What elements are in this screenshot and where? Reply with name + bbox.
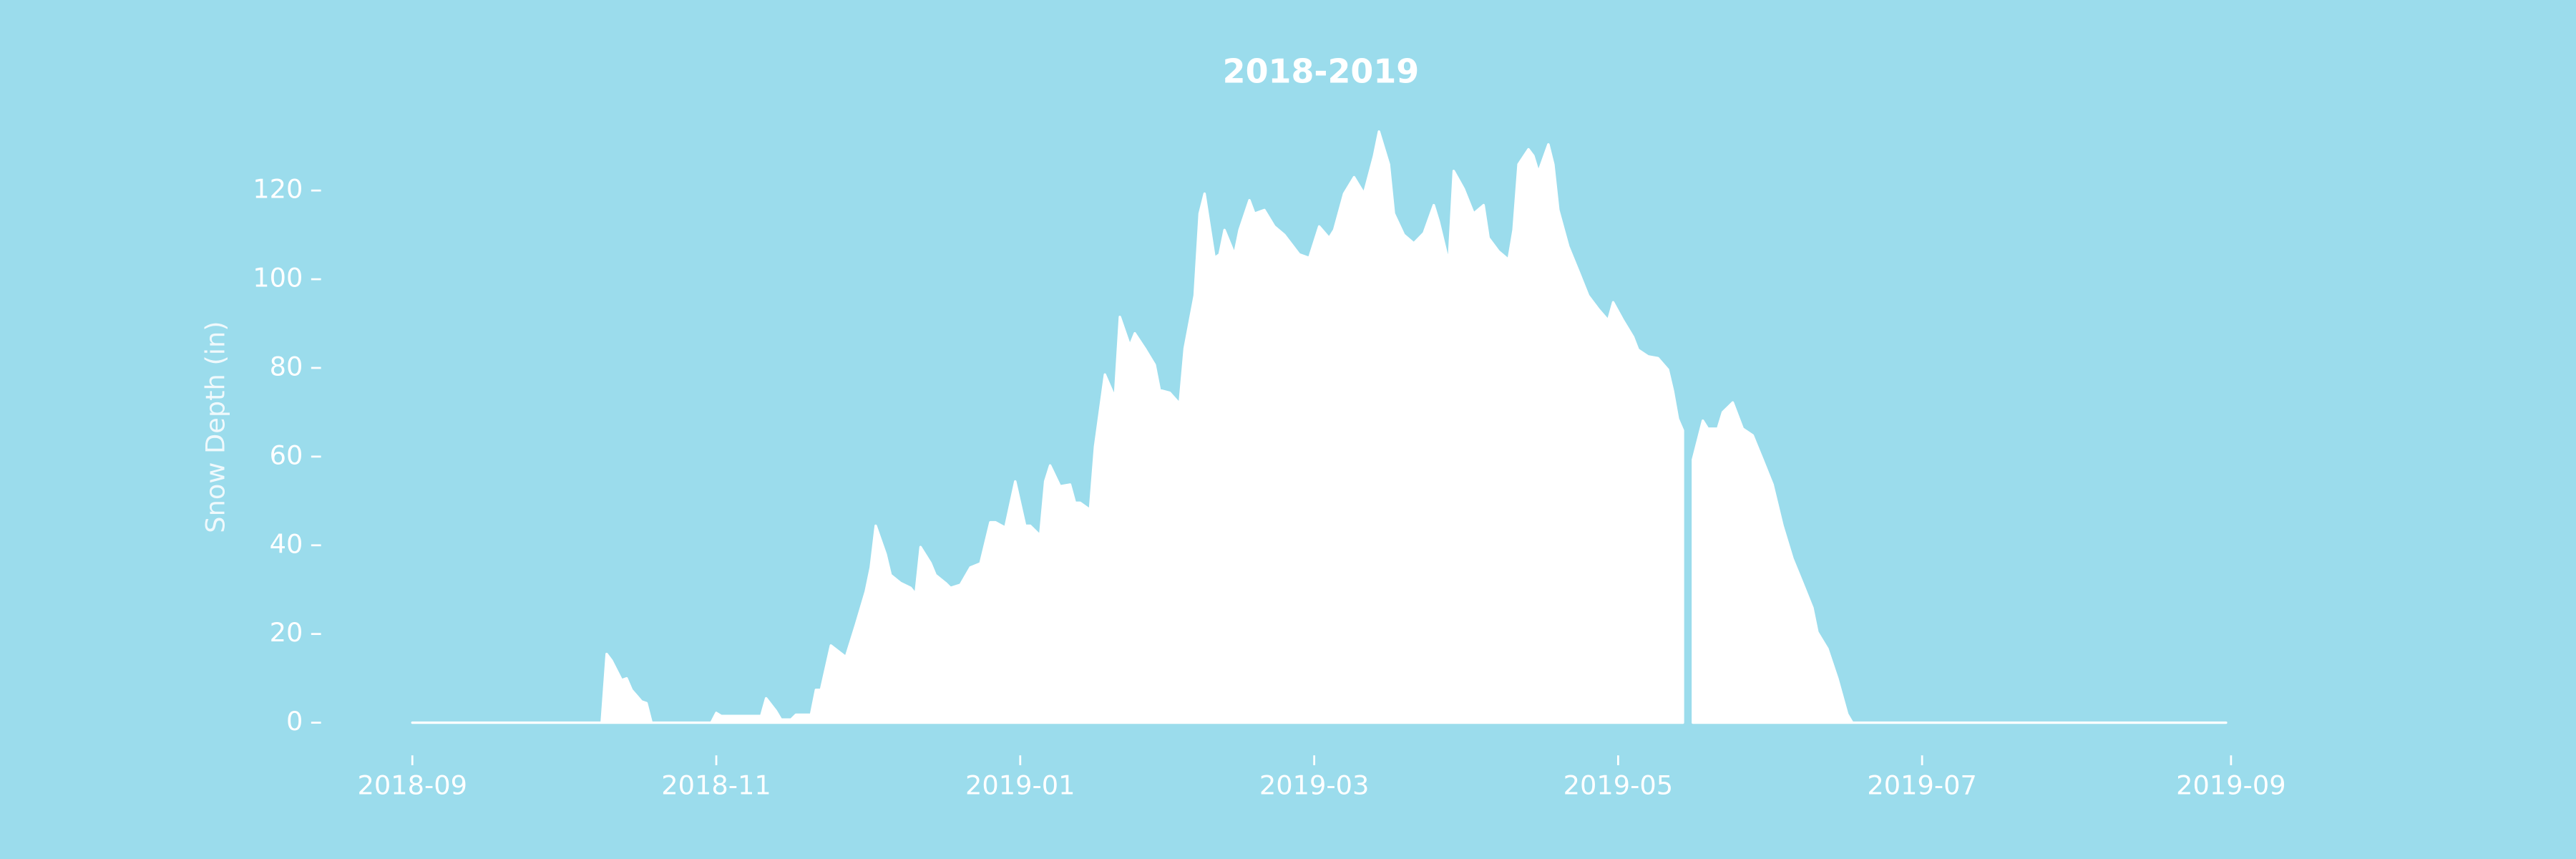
- x-tick-label: 2019-09: [2176, 770, 2285, 800]
- chart-title: 2018-2019: [1223, 52, 1420, 91]
- x-tick-label: 2019-03: [1259, 770, 1369, 800]
- y-tick-label: 80: [270, 351, 303, 382]
- y-tick-label: 20: [270, 617, 303, 648]
- y-axis-label: Snow Depth (in): [200, 321, 231, 533]
- y-tick-label: 60: [270, 440, 303, 470]
- snow-depth-area: [411, 130, 1684, 724]
- y-tick-label: 40: [270, 528, 303, 559]
- y-tick-label: 0: [286, 706, 303, 737]
- x-tick-label: 2019-05: [1563, 770, 1673, 800]
- x-tick-label: 2019-01: [965, 770, 1075, 800]
- x-tick-label: 2018-11: [661, 770, 771, 800]
- y-tick-label: 100: [253, 263, 303, 293]
- y-tick-label: 120: [253, 174, 303, 205]
- snow-depth-area: [1692, 401, 2228, 724]
- x-tick-label: 2019-07: [1867, 770, 1976, 800]
- x-tick-label: 2018-09: [358, 770, 467, 800]
